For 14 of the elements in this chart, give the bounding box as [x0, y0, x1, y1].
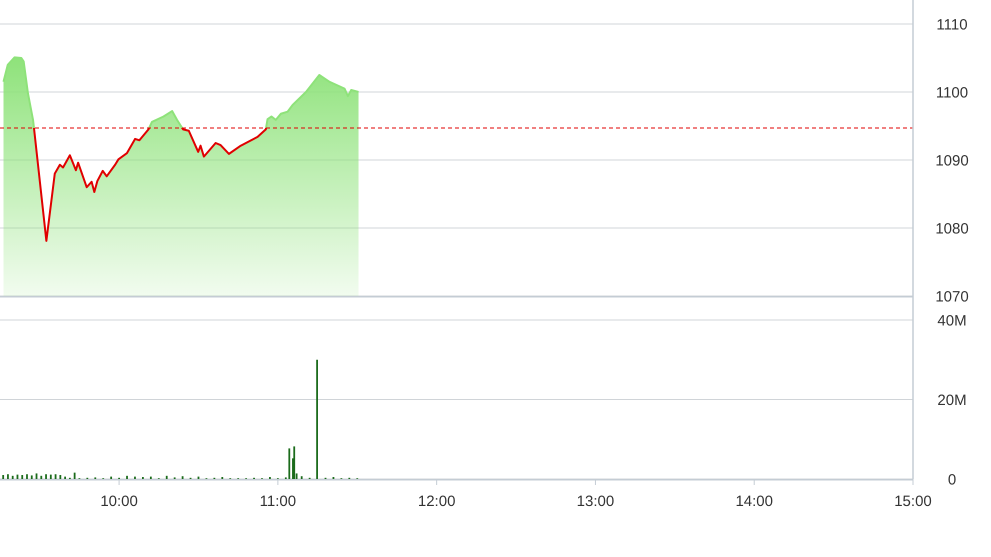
y-tick-label: 1070: [935, 288, 969, 306]
x-tick-label: 12:00: [418, 493, 456, 510]
y-tick-label: 0: [948, 471, 956, 488]
y-tick-label: 1090: [935, 152, 969, 170]
y-tick-label: 1080: [935, 220, 969, 238]
x-tick-label: 11:00: [260, 493, 296, 510]
x-tick-label: 10:00: [100, 493, 138, 510]
y-tick-label: 20M: [937, 392, 967, 409]
x-tick-label: 14:00: [735, 493, 773, 510]
y-tick-label: 40M: [937, 312, 967, 330]
x-tick-label: 13:00: [576, 493, 614, 510]
y-tick-label: 1100: [936, 84, 968, 102]
x-tick-label: 15:00: [894, 493, 932, 510]
y-tick-label: 1110: [936, 16, 968, 34]
